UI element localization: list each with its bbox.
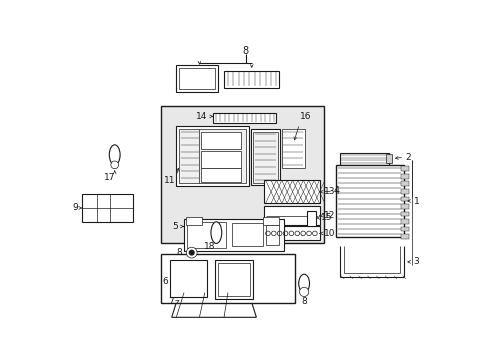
- Bar: [400, 166, 408, 171]
- Bar: [201, 151, 241, 168]
- Text: 10: 10: [324, 229, 335, 238]
- Bar: [176, 65, 218, 93]
- Bar: [264, 206, 319, 225]
- Bar: [400, 204, 408, 209]
- Ellipse shape: [210, 222, 221, 243]
- Bar: [201, 132, 241, 149]
- Text: 9: 9: [72, 203, 78, 212]
- Bar: [187, 222, 225, 248]
- Bar: [264, 226, 319, 240]
- Bar: [179, 130, 246, 183]
- Text: 16: 16: [299, 112, 310, 121]
- Bar: [385, 154, 391, 163]
- Bar: [224, 71, 279, 88]
- Bar: [250, 130, 280, 185]
- Bar: [336, 165, 404, 237]
- Bar: [400, 174, 408, 179]
- Text: 17: 17: [104, 174, 116, 183]
- Bar: [253, 132, 277, 183]
- Bar: [218, 264, 250, 296]
- Bar: [400, 181, 408, 186]
- Bar: [262, 217, 279, 225]
- Bar: [339, 153, 388, 165]
- Bar: [170, 260, 207, 297]
- Circle shape: [299, 287, 308, 297]
- Text: 11: 11: [164, 176, 176, 185]
- Bar: [213, 113, 276, 122]
- Bar: [400, 197, 408, 201]
- Text: 2: 2: [405, 153, 410, 162]
- Circle shape: [189, 250, 194, 255]
- Text: 8: 8: [242, 46, 248, 56]
- Bar: [400, 234, 408, 239]
- Polygon shape: [171, 293, 256, 317]
- Bar: [214, 260, 253, 299]
- Bar: [281, 130, 305, 168]
- Bar: [400, 227, 408, 231]
- Bar: [185, 217, 202, 225]
- Text: 6: 6: [163, 278, 168, 287]
- Bar: [231, 223, 262, 247]
- Bar: [400, 189, 408, 194]
- Bar: [183, 219, 284, 251]
- Ellipse shape: [109, 145, 120, 165]
- Text: 12: 12: [324, 211, 335, 220]
- Circle shape: [186, 247, 197, 258]
- Ellipse shape: [298, 274, 309, 293]
- Text: 5: 5: [172, 222, 178, 231]
- Text: 8: 8: [301, 297, 306, 306]
- Text: 1: 1: [413, 197, 418, 206]
- Text: 14: 14: [195, 112, 207, 121]
- Bar: [400, 212, 408, 216]
- Text: 15: 15: [321, 213, 332, 222]
- Bar: [179, 68, 214, 89]
- Bar: [264, 180, 319, 203]
- Bar: [266, 225, 278, 245]
- Bar: [161, 254, 294, 303]
- Circle shape: [111, 161, 118, 169]
- Bar: [306, 211, 316, 226]
- Text: 7: 7: [168, 297, 174, 306]
- Bar: [176, 126, 249, 186]
- Bar: [82, 194, 133, 222]
- Text: 18: 18: [204, 242, 216, 251]
- Text: 3: 3: [413, 257, 418, 266]
- Text: 13: 13: [324, 187, 335, 196]
- Bar: [400, 219, 408, 224]
- Bar: [161, 106, 324, 243]
- Text: 4: 4: [333, 186, 339, 196]
- Text: 8: 8: [176, 248, 182, 257]
- Bar: [201, 168, 241, 182]
